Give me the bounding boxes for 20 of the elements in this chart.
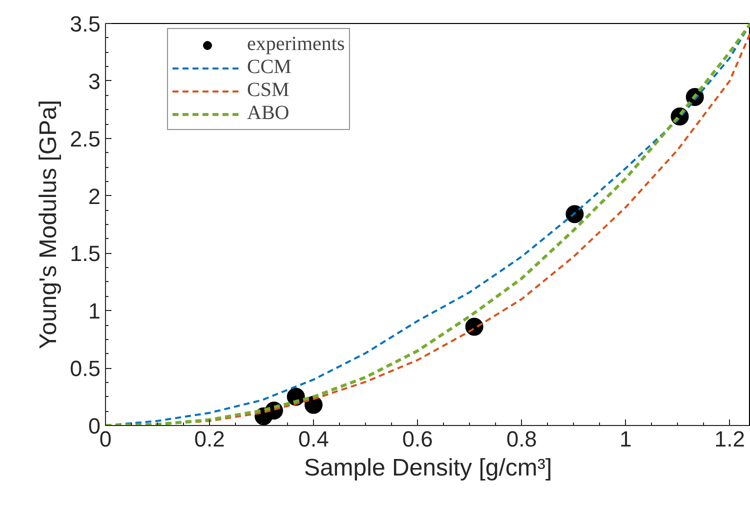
y-tick-label: 2.5 bbox=[70, 126, 101, 152]
x-tick-label: 1 bbox=[620, 426, 632, 452]
legend-label: ABO bbox=[247, 102, 290, 125]
x-axis-title: Sample Density [g/cm³] bbox=[304, 454, 552, 482]
y-tick-label: 3 bbox=[88, 68, 101, 94]
y-axis-title: Young's Modulus [GPa] bbox=[34, 100, 62, 350]
legend-label: CSM bbox=[247, 79, 290, 102]
point bbox=[566, 205, 584, 224]
y-tick-label: 0.5 bbox=[70, 356, 101, 382]
y-tick-label: 1.5 bbox=[70, 241, 101, 266]
x-tick-label: 0.8 bbox=[506, 426, 537, 452]
y-tick-label: 1 bbox=[88, 298, 101, 324]
y-tick-label: 2 bbox=[88, 184, 101, 209]
x-tick-label: 0.6 bbox=[402, 426, 433, 452]
y-tick-label: 3.5 bbox=[70, 12, 101, 36]
x-tick-label: 0.2 bbox=[194, 426, 225, 452]
x-tick-label: 1.2 bbox=[714, 426, 745, 452]
legend-label: CCM bbox=[247, 56, 292, 79]
legend-label: experiments bbox=[247, 33, 345, 56]
x-tick-label: 0.4 bbox=[298, 426, 329, 452]
